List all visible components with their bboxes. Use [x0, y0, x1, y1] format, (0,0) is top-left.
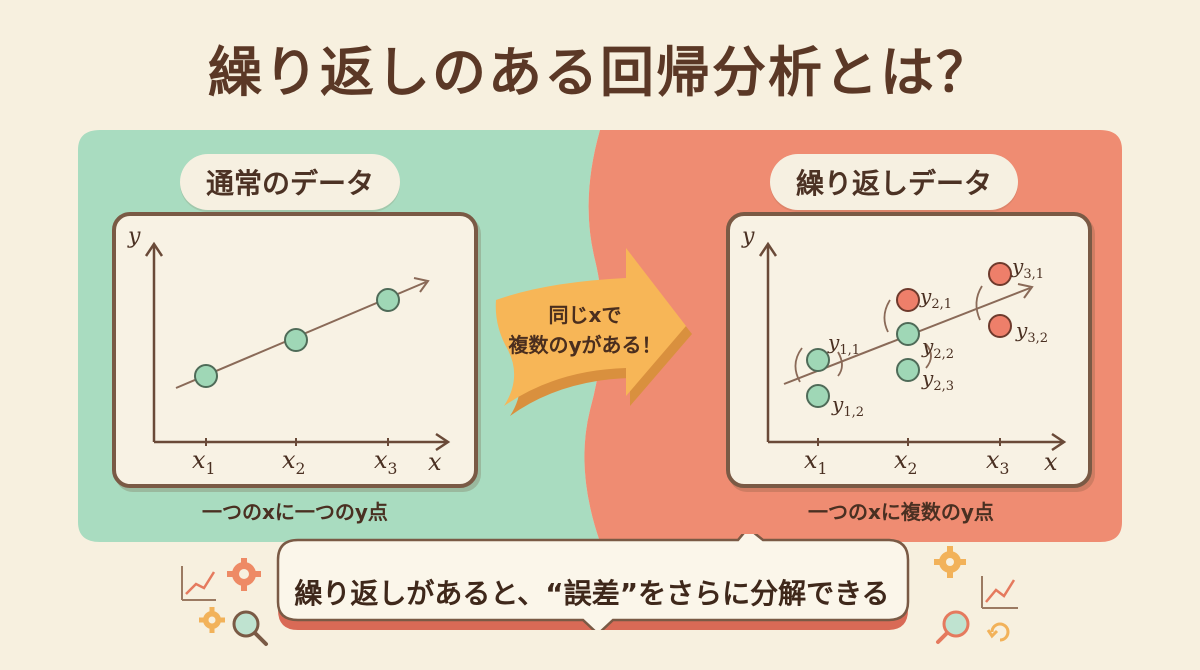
magnifier-icon [232, 610, 268, 646]
point-label-y32: y3,2 [1016, 318, 1048, 346]
left-y-axis-label: y [128, 224, 141, 249]
left-tick-x2: x2 [282, 446, 306, 478]
data-point [896, 358, 920, 382]
right-tick-x3: x3 [986, 446, 1010, 478]
left-tick-x1: x1 [192, 446, 216, 478]
right-tick-x2: x2 [894, 446, 918, 478]
right-tick-x1: x1 [804, 446, 828, 478]
right-graph [726, 212, 1092, 488]
point-label-y11: y1,1 [828, 330, 860, 358]
left-caption: 一つのxに一つのy点 [202, 500, 388, 524]
speech-bubble [276, 534, 910, 630]
gear-icon [227, 558, 261, 591]
right-header: 繰り返しデータ [770, 154, 1019, 210]
data-point [988, 262, 1012, 286]
center-arrow [495, 248, 692, 416]
bubble-text: 繰り返しがあると、“誤差”をさらに分解できる [294, 577, 890, 610]
arrow-text-line2: 複数のyがある！ [508, 333, 662, 357]
arrow-text: 同じxで 複数のyがある！ [500, 300, 670, 360]
point-label-y22: y2,2 [922, 334, 954, 362]
arrow-text-line1: 同じxで [548, 303, 622, 327]
right-caption: 一つのxに複数のy点 [808, 500, 994, 524]
left-decoration [181, 558, 268, 646]
left-x-axis-label: x [428, 448, 442, 476]
right-x-axis-label: x [1044, 448, 1058, 476]
left-tick-x3: x3 [374, 446, 398, 478]
data-point [284, 328, 308, 352]
left-plot [144, 241, 451, 452]
data-point [806, 384, 830, 408]
gear-icon [934, 546, 966, 578]
right-decoration [934, 546, 1018, 644]
left-header: 通常のデータ [180, 154, 401, 210]
point-label-y12: y1,2 [832, 392, 864, 420]
data-point [194, 364, 218, 388]
point-label-y31: y3,1 [1012, 254, 1044, 282]
page-title: 繰り返しのある回帰分析とは？ [208, 41, 992, 104]
point-label-y21: y2,1 [920, 284, 952, 312]
data-point [896, 288, 920, 312]
magnifier-icon [936, 610, 970, 644]
right-y-axis-label: y [742, 224, 755, 249]
right-plot [758, 241, 1067, 452]
gear-icon [199, 607, 225, 633]
data-point [376, 288, 400, 312]
left-graph [112, 212, 478, 488]
data-point [806, 348, 830, 372]
data-point [896, 322, 920, 346]
chart-icon [181, 566, 216, 601]
data-point [988, 314, 1012, 338]
chart-icon [981, 576, 1018, 609]
point-label-y23: y2,3 [922, 366, 954, 394]
refresh-icon [986, 622, 1010, 642]
